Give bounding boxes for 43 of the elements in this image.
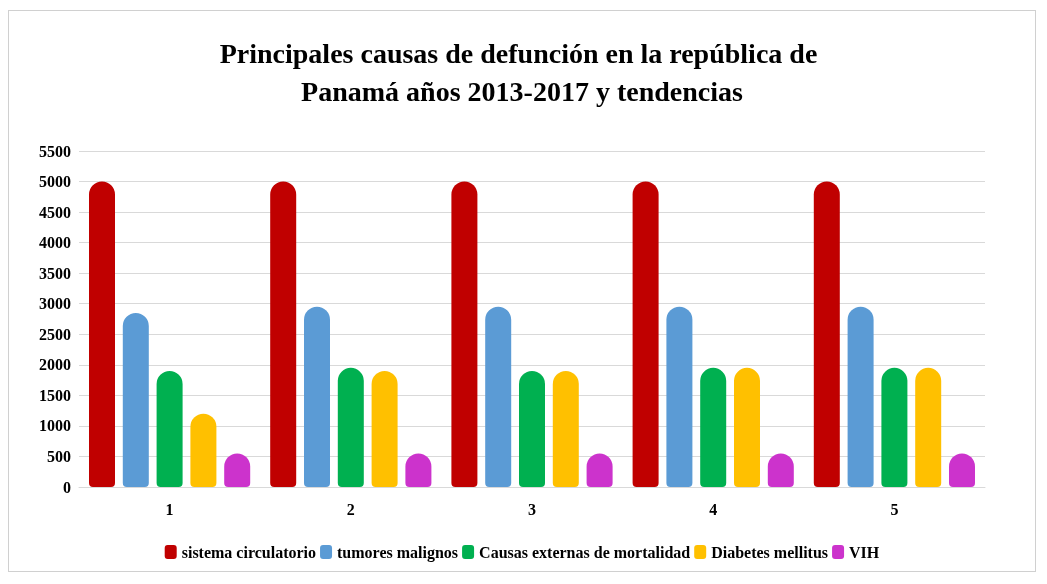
bar [122,312,149,487]
x-tick-label: 2 [346,500,355,518]
bar [519,370,545,487]
bar [700,367,727,487]
bar [304,306,330,487]
y-tick-label: 3500 [39,264,71,282]
bar [451,181,478,487]
y-tick-label: 0 [63,478,71,496]
legend-label: tumores malignos [337,543,459,562]
bar [734,367,760,487]
bar [666,306,693,487]
y-tick-label: 2000 [39,356,71,374]
x-tick-label: 1 [165,500,174,518]
bar [881,367,908,487]
bar [89,181,115,487]
bar [552,370,579,487]
x-tick-label: 5 [890,500,899,518]
y-tick-label: 5500 [39,142,71,160]
y-tick-label: 5000 [39,173,71,191]
y-tick-label: 1000 [39,417,71,435]
y-tick-label: 2500 [39,325,71,343]
legend-label: sistema circulatorio [181,543,317,561]
bar [270,181,297,487]
bar [156,370,183,487]
legend-label: Diabetes mellitus [711,543,829,561]
x-tick-label: 3 [528,500,536,518]
chart-title: Principales causas de defunción en la república de Panamá años 2013-2017 y tendencias [219,37,825,107]
bar [190,413,217,487]
bar [632,181,659,487]
x-tick-label: 4 [709,500,718,518]
bar [915,367,942,487]
y-tick-label: 4000 [39,234,71,252]
legend-label: Causas externas de mortalidad [479,543,691,561]
bar [847,306,874,487]
y-tick-label: 4500 [39,203,71,221]
bar [813,181,840,487]
y-tick-label: 500 [47,447,71,465]
y-tick-label: 1500 [39,386,71,404]
bar [485,306,512,487]
bar [371,370,398,487]
legend-label: VIH [849,543,880,561]
y-tick-label: 3000 [39,295,71,313]
bar [337,367,364,487]
